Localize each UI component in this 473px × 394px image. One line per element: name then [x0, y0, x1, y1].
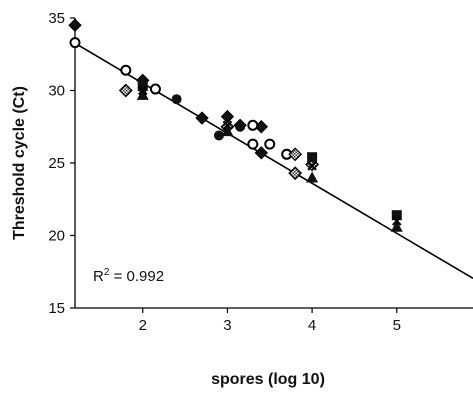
x-tick-label: 4 [308, 317, 316, 334]
x-axis-title: spores (log 10) [211, 371, 325, 388]
r-squared-value: = 0.992 [109, 268, 164, 285]
data-point-square-filled [391, 210, 402, 221]
y-axis-ticks: 15 20 25 30 35 [48, 10, 75, 317]
x-axis-ticks: 2 3 4 5 [139, 308, 401, 334]
data-point-triangle-filled [136, 88, 149, 100]
y-tick-label: 15 [48, 300, 65, 317]
data-point-square-filled [137, 81, 148, 92]
data-point-diamond-patterned [118, 83, 133, 98]
data-point-triangle-filled [306, 171, 319, 183]
x-tick-label: 2 [139, 317, 147, 334]
data-point-x-cross [392, 216, 402, 226]
x-tick-label: 3 [223, 317, 231, 334]
r-squared-prefix: R [93, 268, 104, 285]
data-point-diamond-patterned [288, 147, 303, 162]
data-point-triangle-filled [390, 220, 403, 232]
data-point-circle-filled [171, 94, 182, 105]
trendline-group [74, 42, 473, 280]
plot-area [74, 18, 473, 309]
y-tick-label: 20 [48, 228, 65, 245]
data-points [68, 18, 403, 232]
data-point-square-filled [307, 152, 318, 163]
r-squared-annotation: R2 = 0.992 [93, 267, 164, 285]
y-axis-title: Threshold cycle (Ct) [11, 86, 28, 240]
data-point-circle-open [247, 119, 259, 131]
data-point-diamond-patterned [288, 166, 303, 181]
data-point-diamond-filled [254, 146, 269, 160]
data-point-circle-open [69, 37, 81, 49]
y-tick-label: 35 [48, 10, 65, 27]
trendline [74, 42, 473, 280]
data-point-x-cross [222, 120, 233, 131]
data-point-circle-open [120, 64, 132, 76]
data-point-x-cross [137, 85, 148, 96]
data-point-circle-open [149, 83, 161, 95]
data-point-circle-filled [235, 121, 246, 132]
data-point-diamond-filled [68, 18, 82, 32]
data-point-circle-filled [213, 130, 224, 141]
data-point-diamond-filled [195, 111, 209, 125]
data-point-circle-open [247, 138, 259, 150]
x-tick-label: 5 [393, 317, 401, 334]
r-squared-superscript: 2 [104, 267, 110, 278]
data-point-circle-open [264, 138, 276, 150]
y-tick-label: 30 [48, 83, 65, 100]
data-point-x-cross [307, 161, 317, 171]
y-tick-label: 25 [48, 155, 65, 172]
data-point-triangle-filled [221, 125, 234, 137]
